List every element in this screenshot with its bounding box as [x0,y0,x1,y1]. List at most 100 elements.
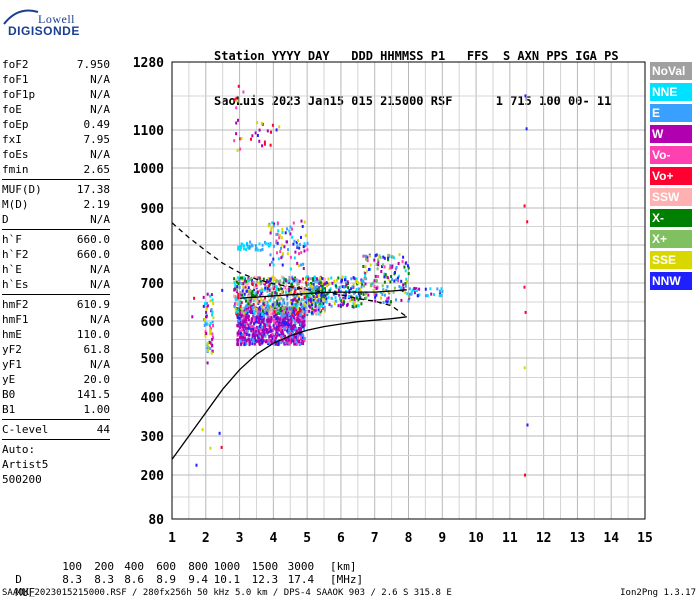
echo-point [289,331,291,335]
echo-point [237,332,240,336]
x-tick-label: 8 [405,531,413,546]
echo-point [291,302,293,306]
echo-point [212,316,215,320]
echo-point [364,297,367,300]
echo-point [357,281,359,285]
echo-point [254,305,256,309]
echo-point [262,333,265,337]
echo-point [251,282,254,286]
distance-row: D [2,560,22,586]
distance-value: 600 [156,560,177,573]
echo-point [299,336,302,340]
echo-point [321,284,323,288]
echo-point [248,246,251,250]
echo-point [316,285,319,289]
echo-point [334,299,337,303]
x-tick-label: 1 [168,531,176,546]
echo-point [247,302,250,306]
echo-point [251,244,254,248]
param-label: MUF(D) [2,183,42,196]
echo-point [374,299,377,303]
echo-point [433,293,435,297]
echo-point [273,336,275,340]
echo-point [280,312,282,316]
echo-point [286,227,288,231]
echo-point [288,328,291,332]
echo-point [369,263,372,267]
param-value: N/A [90,213,110,226]
echo-point [385,299,388,303]
echo-point [303,312,306,316]
echo-point [242,340,244,344]
echo-point [398,253,401,257]
echo-point [255,276,258,279]
echo-point [256,334,259,338]
echo-point [281,323,284,327]
param-row: B1 1.00 [2,402,110,417]
echo-point [271,332,274,336]
echo-point [251,317,254,321]
echo-point [256,315,259,319]
echo-point [301,321,304,325]
echo-point [275,285,278,288]
echo-point [284,290,287,294]
echo-point [291,305,294,309]
echo-point [293,290,296,294]
echo-point [248,340,251,343]
param-label: h`F2 [2,248,29,261]
profile-lines [171,222,408,460]
param-label: B1 [2,403,16,416]
echo-point [236,307,238,311]
echo-point [241,335,244,339]
echo-point [252,337,255,341]
echo-point [242,307,244,311]
echo-point [263,303,266,307]
echo-point [278,282,281,286]
echo-point [312,295,315,298]
echo-point [268,284,271,288]
echo-point [257,321,260,324]
echo-point [247,337,250,341]
param-label: foF1 [2,73,29,86]
echo-point [300,219,303,223]
echo-point [253,286,256,289]
echo-point [244,329,247,333]
echo-point [280,289,283,293]
echo-point [239,336,241,340]
echo-point [269,316,272,320]
echo-point [315,300,318,304]
echo-point [283,286,286,290]
echo-point [351,297,354,301]
echo-point [360,302,363,306]
echo-point [327,282,330,286]
echo-point [249,277,252,281]
echo-point [321,286,324,290]
echo-point [387,277,390,281]
echo-point [266,315,269,319]
echo-point [293,316,296,319]
echo-point [233,281,236,285]
muf-unit: [MHz] [330,573,364,586]
echo-point [268,325,271,329]
echo-point [239,333,241,337]
param-row: M(D) 2.19 [2,197,110,212]
autoscaling-info: Artist5 [2,458,49,471]
echo-point [239,306,242,310]
echo-point [270,329,273,333]
muf-value: 17.4 [287,573,315,586]
echo-point [524,473,526,477]
echo-point [253,322,256,326]
echo-point [295,290,297,294]
echo-point [295,329,298,333]
echo-point [289,336,292,340]
echo-point [297,306,299,310]
echo-point [404,269,407,273]
echo-point [278,303,281,307]
echo-point [257,309,260,313]
echo-point [235,310,238,314]
echo-point [303,304,306,308]
y-tick-label: 700 [141,277,165,292]
echo-point [322,279,325,283]
echo-point [378,254,381,258]
echo-point [345,283,348,287]
